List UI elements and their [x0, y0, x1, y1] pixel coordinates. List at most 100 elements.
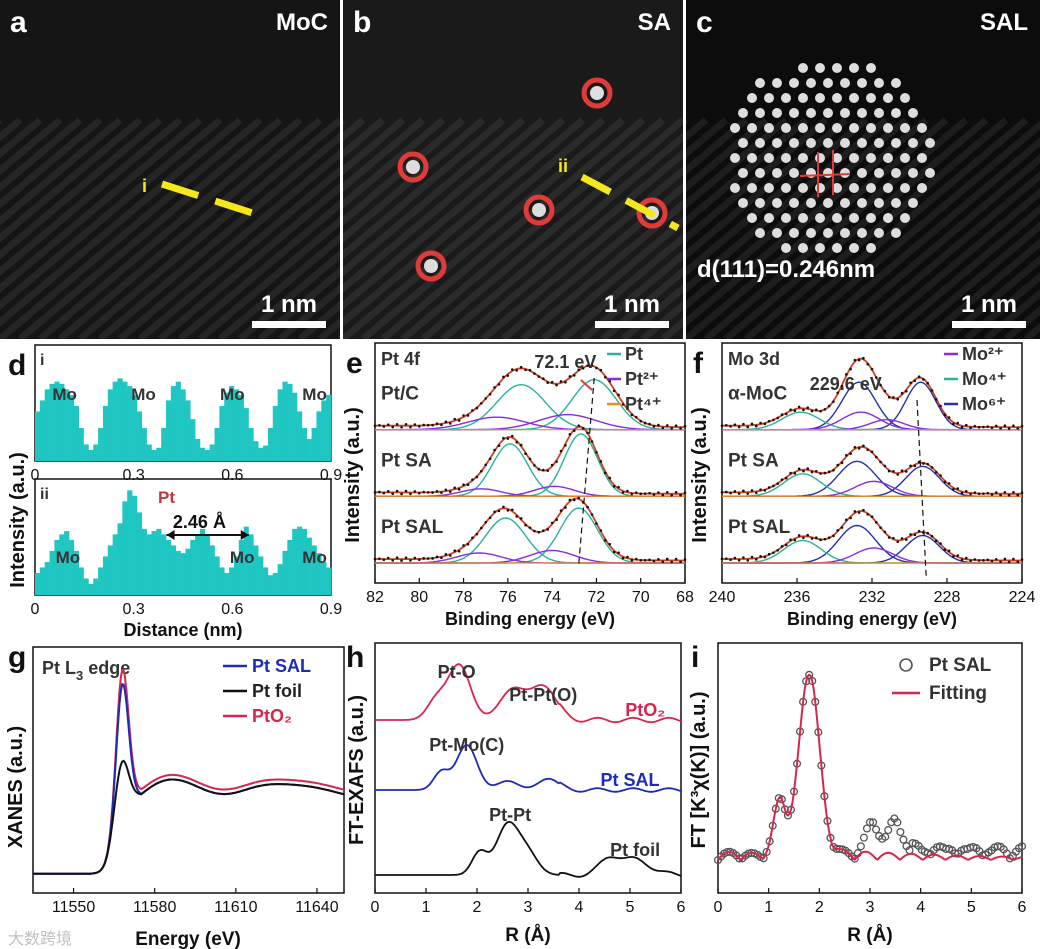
atom [883, 93, 893, 103]
data-point [836, 391, 840, 395]
lattice-fringe [560, 233, 683, 339]
data-point [448, 554, 452, 557]
intensity-bar [229, 567, 235, 595]
intensity-bar [73, 405, 79, 461]
exafs-curve [375, 743, 682, 793]
atom [772, 198, 782, 208]
data-point [990, 559, 994, 563]
intensity-bar [306, 537, 312, 595]
tem-image-a [0, 0, 340, 339]
lattice-fringe [686, 117, 809, 226]
data-point [674, 424, 678, 427]
data-point [823, 408, 827, 411]
data-point [904, 538, 908, 541]
sample-label: Pt SAL [381, 517, 444, 538]
data-point [759, 421, 762, 425]
lattice-fringe [360, 117, 626, 339]
data-point [661, 560, 665, 564]
data-point [789, 408, 792, 411]
data-point [395, 556, 399, 559]
data-point [733, 423, 737, 426]
intensity-bar [292, 392, 298, 461]
edge-title-main: Pt L [42, 658, 76, 678]
lattice-fringe [500, 182, 683, 339]
data-point [488, 392, 492, 396]
intensity-bar [267, 427, 274, 461]
d-spacing-label: d(111)=0.246nm [697, 256, 875, 283]
intensity-bar [93, 578, 99, 595]
scale-bar-c [952, 321, 1026, 328]
intensity-bar [141, 427, 147, 461]
data-point [793, 409, 797, 413]
x-tick-label: 4 [575, 899, 584, 916]
intensity-bar [59, 383, 65, 461]
data-point [767, 486, 771, 489]
data-point [810, 537, 814, 540]
atom [823, 138, 833, 148]
intensity-bar [287, 383, 293, 461]
intensity-bar [224, 392, 230, 461]
lattice-fringe [686, 117, 769, 192]
atom [798, 213, 808, 223]
data-point [679, 560, 682, 564]
data-point [484, 463, 488, 467]
watermark: 大数跨境 [8, 929, 72, 948]
atom [823, 168, 833, 178]
data-point [909, 381, 912, 385]
intensity-bar [175, 550, 181, 595]
atom [891, 138, 901, 148]
data-point [853, 446, 857, 449]
xps-plot-e: 82 80 78 76 74 72 70 68 Pt 4f Pt/C Pt SA Pt SAL Pt Pt… [366, 342, 694, 606]
atom [815, 183, 825, 193]
data-point [883, 464, 887, 468]
data-point [956, 554, 960, 557]
lattice-fringe [783, 120, 1040, 339]
data-point [952, 487, 955, 491]
data-point [373, 557, 377, 561]
data-point [528, 457, 532, 461]
data-point [413, 490, 417, 493]
pt-annotation: Pt [158, 488, 175, 507]
data-point [546, 381, 550, 384]
atom [832, 183, 842, 193]
atom [874, 168, 884, 178]
spectrum-title-e: Pt 4f [381, 349, 421, 369]
intensity-bar [146, 444, 152, 461]
data-point [772, 484, 775, 488]
data-point [986, 491, 990, 495]
intensity-bar [88, 449, 94, 461]
panel-c: c SAL 1 nm d(111)=0.246nm [686, 0, 1040, 339]
atom [925, 168, 935, 178]
data-point [564, 444, 567, 447]
lattice-fringe [0, 117, 143, 243]
data-point [409, 425, 412, 429]
data-point [639, 559, 643, 562]
data-point [493, 448, 496, 452]
data-point [515, 440, 519, 444]
data-point [453, 549, 457, 553]
lattice-fringe [983, 288, 1040, 339]
data-point [506, 437, 510, 440]
data-point [572, 498, 576, 502]
atom [840, 198, 850, 208]
atom [883, 153, 893, 163]
data-point [391, 492, 395, 496]
lattice-fringe [137, 165, 340, 339]
data-point [849, 452, 852, 455]
data-point [541, 468, 545, 472]
lattice-fringe [400, 117, 666, 339]
lattice-fringe [237, 250, 340, 339]
data-point [670, 560, 674, 564]
data-point [866, 513, 870, 516]
data-point [1016, 427, 1020, 430]
data-point [661, 426, 665, 430]
data-point [857, 447, 861, 450]
data-point [519, 365, 523, 369]
data-point [754, 491, 758, 495]
pt-foil-curve [33, 759, 345, 875]
intensity-bar [204, 449, 210, 461]
atom [917, 123, 927, 133]
data-point [471, 536, 474, 540]
data-point [515, 369, 519, 372]
data-point [519, 517, 523, 520]
